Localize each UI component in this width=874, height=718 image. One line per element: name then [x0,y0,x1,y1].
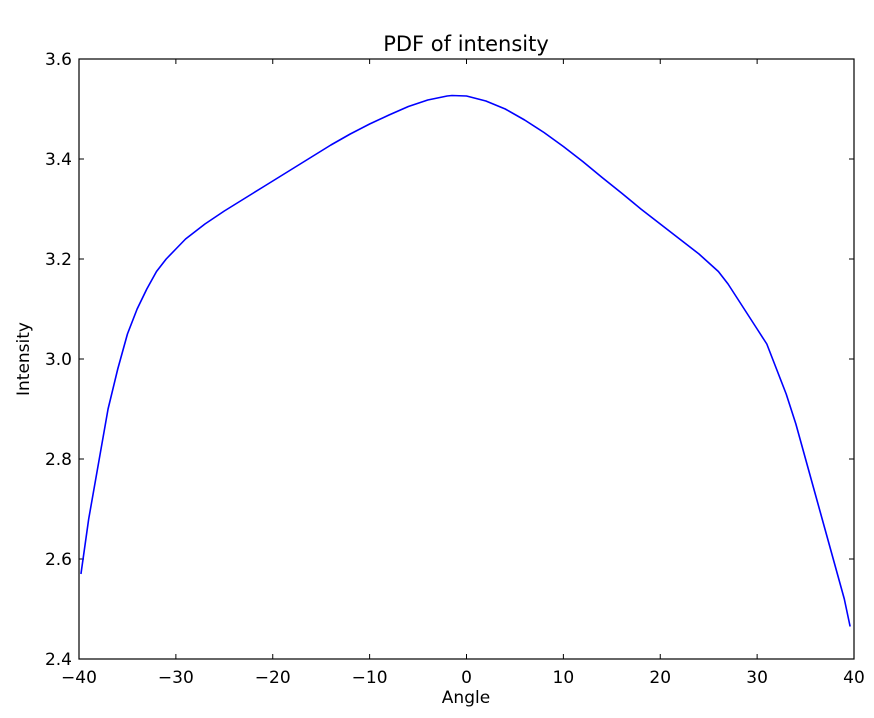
y-tick-label: 2.8 [45,450,72,470]
x-tick-label: −20 [255,668,291,688]
x-tick-label: 0 [461,668,472,688]
y-tick-label: 3.4 [45,150,72,170]
x-tick-label: 20 [649,668,671,688]
y-axis-label: Intensity [14,322,34,396]
y-tick-label: 2.6 [45,550,72,570]
x-tick-label: 10 [553,668,575,688]
chart-title: PDF of intensity [383,32,549,56]
y-tick-label: 3.0 [45,350,72,370]
x-axis-ticks: −40 −30 −20 −10 0 10 20 30 40 [61,59,865,688]
y-axis-ticks: 2.4 2.6 2.8 3.0 3.2 3.4 3.6 [45,50,854,670]
y-tick-label: 3.2 [45,250,72,270]
x-tick-label: −30 [158,668,194,688]
intensity-series-line [80,94,851,627]
y-tick-label: 3.6 [45,50,72,70]
plot-frame [78,58,855,660]
x-tick-label: 30 [746,668,768,688]
x-tick-label: −40 [61,668,97,688]
x-axis-label: Angle [442,688,490,708]
y-tick-label: 2.4 [45,650,72,670]
plot-area [80,94,851,627]
x-tick-label: −10 [352,668,388,688]
x-tick-label: 40 [843,668,865,688]
